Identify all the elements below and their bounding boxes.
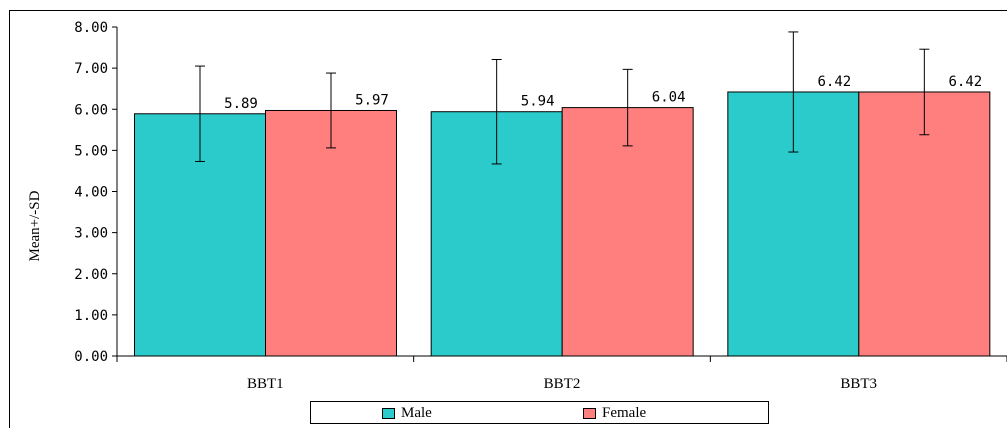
data-label: 5.97	[355, 92, 389, 108]
y-tick-label: 7.00	[74, 61, 108, 77]
y-tick-label: 6.00	[74, 102, 108, 118]
bar-female-bbt1	[265, 109, 397, 357]
legend-swatch-male	[382, 408, 395, 419]
legend-label-female: Female	[602, 405, 647, 421]
data-label: 5.94	[521, 94, 555, 110]
x-tick-label: BBT1	[247, 376, 284, 392]
bar-female-bbt2	[561, 107, 694, 357]
y-tick-label: 2.00	[74, 267, 108, 283]
x-tick-label: BBT3	[840, 376, 877, 392]
axes: 0.00 1.00 2.00 3.00 4.00 5.00 6.00 7.00 8.00 BBT1…	[74, 20, 1007, 392]
data-labels: 5.89 5.97 5.94 6.04 6.42 6.42	[224, 74, 982, 112]
y-tick-label: 8.00	[74, 20, 108, 36]
legend-item-male: Male	[382, 405, 432, 422]
data-label: 6.42	[817, 74, 851, 90]
data-label: 5.89	[224, 96, 258, 112]
legend-label-male: Male	[401, 405, 432, 421]
x-tick-label: BBT2	[544, 376, 581, 392]
bars	[134, 91, 991, 357]
y-tick-label: 3.00	[74, 226, 108, 242]
legend-swatch-female	[583, 408, 596, 419]
legend: Male Female	[310, 401, 769, 424]
bar-female-bbt3	[858, 91, 991, 357]
y-tick-label: 0.00	[74, 349, 108, 365]
data-label: 6.04	[652, 90, 686, 106]
legend-item-female: Female	[583, 405, 646, 422]
y-tick-label: 1.00	[74, 308, 108, 324]
data-label: 6.42	[948, 74, 982, 90]
error-bars	[195, 31, 930, 165]
y-tick-label: 5.00	[74, 143, 108, 159]
y-tick-label: 4.00	[74, 185, 108, 201]
y-axis-label: Mean+/-SD	[27, 190, 43, 261]
